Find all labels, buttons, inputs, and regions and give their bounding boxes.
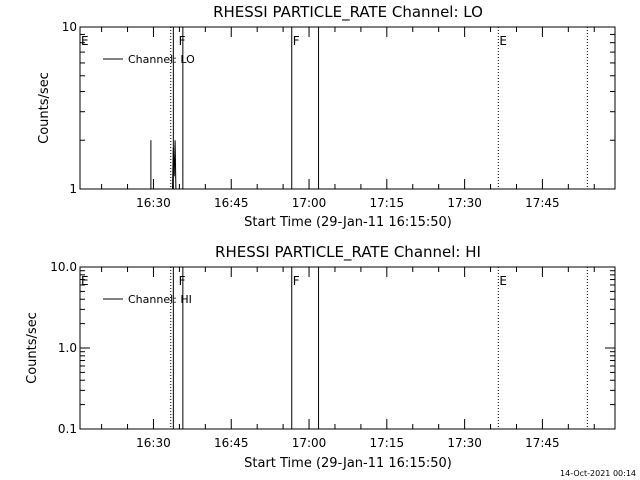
- footer-timestamp: 14-Oct-2021 00:14: [560, 469, 636, 478]
- chart-title: RHESSI PARTICLE_RATE Channel: HI: [215, 243, 481, 262]
- y-tick-label: 1: [69, 182, 77, 196]
- event-marker: E: [499, 274, 507, 288]
- plot-frame: [79, 26, 616, 190]
- chart-panel-lo: RHESSI PARTICLE_RATE Channel: LO Start T…: [37, 3, 616, 230]
- event-marker: F: [179, 274, 186, 288]
- event-marker: E: [81, 274, 89, 288]
- x-tick-label: 17:45: [525, 196, 560, 210]
- x-tick-label: 17:45: [525, 436, 560, 450]
- x-tick-label: 17:00: [292, 436, 327, 450]
- series-line: [172, 140, 177, 190]
- chart-title: RHESSI PARTICLE_RATE Channel: LO: [213, 3, 483, 22]
- chart-panel-hi: RHESSI PARTICLE_RATE Channel: HI Start T…: [25, 243, 616, 471]
- x-tick-label: 17:30: [447, 196, 482, 210]
- y-axis-label: Counts/sec: [37, 72, 52, 144]
- x-tick-label: 16:30: [136, 196, 171, 210]
- legend-label: Channel: LO: [128, 53, 195, 66]
- y-tick-label: 1.0: [58, 341, 77, 355]
- y-axis-label: Counts/sec: [25, 312, 40, 384]
- x-tick-label: 16:45: [214, 196, 249, 210]
- y-tick-label: 0.1: [58, 422, 77, 436]
- x-axis-label: Start Time (29-Jan-11 16:15:50): [244, 456, 452, 471]
- y-tick-label: 10: [62, 20, 77, 34]
- y-tick-label: 10.0: [50, 260, 77, 274]
- x-tick-label: 17:15: [370, 436, 405, 450]
- x-tick-label: 17:00: [292, 196, 327, 210]
- event-marker: F: [293, 274, 300, 288]
- x-axis-label: Start Time (29-Jan-11 16:15:50): [244, 215, 452, 230]
- event-marker: F: [293, 34, 300, 48]
- x-tick-label: 16:30: [136, 436, 171, 450]
- x-tick-label: 17:15: [370, 196, 405, 210]
- event-marker: F: [179, 34, 186, 48]
- x-tick-label: 17:30: [447, 436, 482, 450]
- x-tick-label: 16:45: [214, 436, 249, 450]
- legend-label: Channel: HI: [128, 293, 192, 306]
- event-marker: E: [81, 34, 89, 48]
- event-marker: E: [499, 34, 507, 48]
